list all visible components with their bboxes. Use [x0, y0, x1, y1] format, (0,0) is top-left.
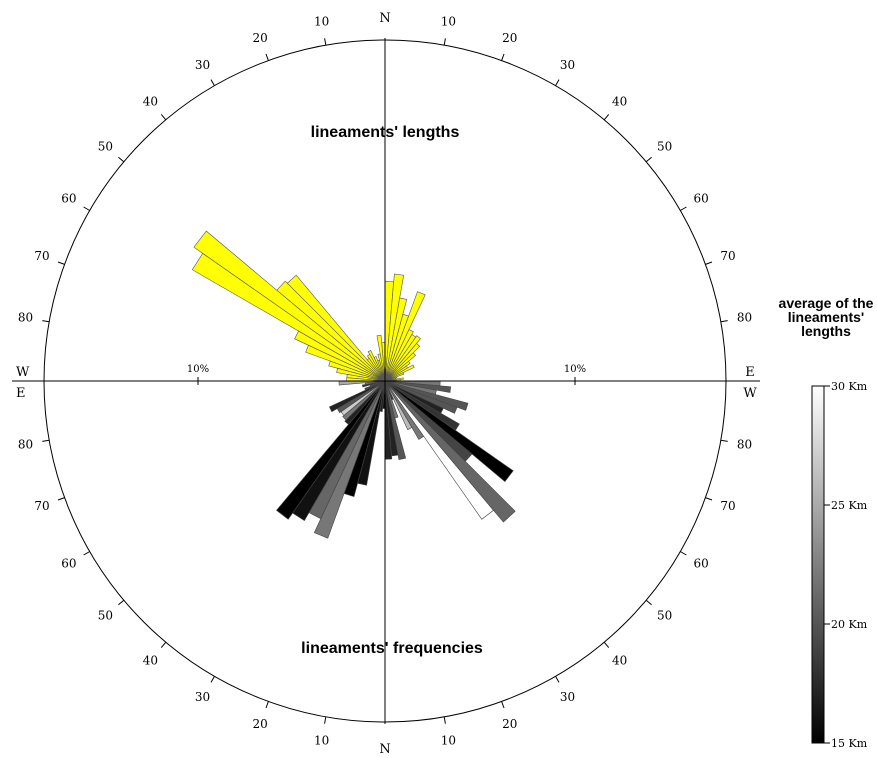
angle-label-29: 60: [61, 557, 76, 571]
angle-tick-15: [42, 320, 50, 323]
angle-tick-31: [42, 439, 50, 442]
colorbar-tick-label-2: 20 Km: [831, 618, 868, 631]
angle-label-27: 40: [143, 654, 158, 668]
angle-label-22: 70: [720, 499, 735, 513]
angle-tick-2: [555, 79, 560, 86]
scale-label-left: 10%: [187, 364, 209, 375]
angle-label-26: 30: [195, 690, 210, 704]
angle-tick-19: [603, 641, 610, 648]
angle-label-28: 50: [98, 609, 113, 623]
angle-label-16: 10: [441, 734, 456, 748]
angle-tick-24: [324, 716, 327, 724]
colorbar-title: average of the lineaments' lengths: [778, 295, 874, 339]
angle-tick-13: [83, 206, 90, 211]
angle-label-10: 30: [195, 58, 210, 72]
angle-label-7: 80: [737, 311, 752, 325]
angle-label-5: 60: [693, 192, 708, 206]
angle-tick-5: [680, 206, 687, 211]
angle-label-21: 60: [693, 557, 708, 571]
angle-tick-1: [501, 53, 505, 61]
angle-label-4: 50: [657, 139, 672, 153]
frequency-bar-25: [276, 380, 386, 520]
angle-label-0: 10: [441, 15, 456, 29]
angle-tick-28: [118, 599, 125, 606]
angle-tick-4: [645, 156, 652, 163]
angle-tick-17: [501, 701, 505, 709]
angle-tick-27: [160, 641, 167, 648]
frequency-bar-30: [328, 380, 386, 413]
length-bar-29: [191, 252, 386, 382]
angle-tick-26: [210, 676, 215, 683]
scale-label-right: 10%: [564, 364, 586, 375]
angle-label-9: 20: [253, 31, 268, 45]
angle-tick-25: [265, 701, 269, 709]
angle-label-23: 80: [737, 437, 752, 451]
title-lengths: lineaments' lengths: [311, 124, 460, 141]
angle-tick-29: [83, 551, 90, 556]
angle-tick-22: [705, 497, 713, 501]
angle-label-1: 20: [502, 31, 517, 45]
angle-tick-18: [555, 676, 560, 683]
angle-tick-3: [603, 114, 610, 121]
west-label-left: W: [16, 365, 30, 380]
angle-label-25: 20: [253, 717, 268, 731]
angle-label-18: 30: [560, 690, 575, 704]
angle-label-11: 40: [143, 94, 158, 108]
angle-label-15: 80: [18, 311, 33, 325]
angle-label-14: 70: [34, 249, 49, 263]
east-label-left: E: [16, 386, 26, 401]
angle-label-19: 40: [612, 654, 627, 668]
angle-tick-10: [210, 79, 215, 86]
angle-label-2: 30: [560, 58, 575, 72]
colorbar-tick-label-0: 30 Km: [831, 380, 868, 393]
angle-tick-0: [443, 38, 446, 46]
north-label-bottom: N: [379, 742, 390, 757]
angle-tick-6: [705, 261, 713, 265]
angle-tick-16: [443, 716, 446, 724]
colorbar: [811, 385, 825, 744]
angle-tick-21: [680, 551, 687, 556]
angle-tick-8: [324, 38, 327, 46]
angle-label-13: 60: [61, 192, 76, 206]
angle-label-20: 50: [657, 609, 672, 623]
angle-label-30: 70: [34, 499, 49, 513]
length-bar-28: [193, 230, 386, 382]
angle-label-8: 10: [314, 15, 329, 29]
angle-tick-11: [160, 114, 167, 121]
colorbar-tick-label-1: 25 Km: [831, 499, 868, 512]
north-label-top: N: [379, 11, 390, 26]
angle-label-6: 70: [720, 249, 735, 263]
title-frequencies: lineaments' frequencies: [301, 640, 483, 657]
angle-label-24: 10: [314, 734, 329, 748]
angle-label-3: 40: [612, 94, 627, 108]
angle-tick-labels: 10 20 30 40 50 60 70 80 10 20 30 40 50 60 70 80 10 20 30 40…: [18, 15, 752, 748]
angle-tick-30: [57, 497, 65, 501]
lengths-rose-bars: [191, 230, 426, 382]
angle-tick-marks: [42, 38, 728, 724]
frequencies-rose-bars: [276, 380, 516, 539]
west-label-right: W: [743, 386, 757, 401]
angle-tick-7: [720, 320, 728, 323]
angle-tick-12: [118, 156, 125, 163]
east-label-right: E: [745, 365, 755, 380]
angle-tick-9: [265, 53, 269, 61]
angle-tick-20: [645, 599, 652, 606]
angle-label-17: 20: [502, 717, 517, 731]
angle-tick-23: [720, 439, 728, 442]
angle-label-12: 50: [98, 139, 113, 153]
angle-label-31: 80: [18, 437, 33, 451]
angle-tick-14: [57, 261, 65, 265]
colorbar-tick-label-3: 15 Km: [831, 737, 868, 750]
colorbar-ticks: 30 Km 25 Km 20 Km 15 Km: [824, 380, 868, 750]
